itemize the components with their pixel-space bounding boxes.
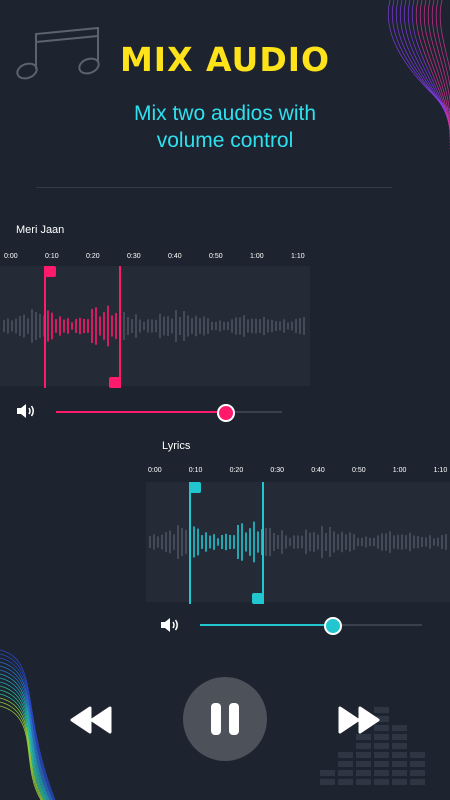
timeline-tick: 0:20 xyxy=(86,253,100,260)
timeline-tick: 1:10 xyxy=(433,467,448,474)
track-1-volume-thumb[interactable] xyxy=(216,404,235,422)
page-subtitle: Mix two audios with volume control xyxy=(0,100,450,154)
trim-start-handle[interactable] xyxy=(45,266,56,277)
page-title: MIX AUDIO xyxy=(119,40,331,79)
pause-icon xyxy=(211,703,239,735)
timeline-tick: 0:40 xyxy=(168,253,182,260)
timeline-tick: 1:00 xyxy=(392,467,407,474)
subtitle-line-2: volume control xyxy=(156,129,294,152)
timeline-tick: 1:10 xyxy=(291,253,305,260)
trim-end-handle[interactable] xyxy=(252,593,263,604)
timeline-tick: 0:20 xyxy=(229,467,244,474)
music-note-icon xyxy=(16,26,100,80)
rewind-button[interactable] xyxy=(68,705,114,735)
track-2-volume-thumb[interactable] xyxy=(324,617,343,635)
track-1-volume-fill xyxy=(56,411,226,413)
trim-start-handle[interactable] xyxy=(190,482,201,493)
track-1-volume-slider[interactable] xyxy=(56,411,282,413)
decorative-wave-top-right xyxy=(388,0,450,149)
timeline-tick: 0:30 xyxy=(127,253,141,260)
track-1-name: Meri Jaan xyxy=(16,224,65,236)
fast-forward-button[interactable] xyxy=(336,705,382,735)
pause-button[interactable] xyxy=(183,677,267,761)
track-1-waveform[interactable] xyxy=(0,266,310,390)
timeline-tick: 0:10 xyxy=(45,253,59,260)
track-1-volume-icon[interactable] xyxy=(16,403,36,419)
timeline-tick: 0:30 xyxy=(270,467,285,474)
timeline-tick: 0:00 xyxy=(4,253,18,260)
track-2-name: Lyrics xyxy=(162,440,191,452)
track-2-volume-fill xyxy=(200,624,334,626)
fast-forward-icon xyxy=(338,706,380,734)
timeline-tick: 1:00 xyxy=(250,253,264,260)
trim-end-handle[interactable] xyxy=(109,377,120,388)
divider xyxy=(36,187,392,188)
rewind-icon xyxy=(70,706,112,734)
timeline-tick: 0:10 xyxy=(188,467,203,474)
timeline-tick: 0:00 xyxy=(148,467,162,474)
timeline-tick: 0:50 xyxy=(352,467,366,474)
subtitle-line-1: Mix two audios with xyxy=(133,102,317,125)
track-2-waveform[interactable] xyxy=(146,482,450,606)
decorative-equalizer xyxy=(320,707,425,785)
timeline-tick: 0:40 xyxy=(311,467,325,474)
track-2-volume-slider[interactable] xyxy=(200,624,422,626)
track-2-volume-icon[interactable] xyxy=(160,617,180,633)
timeline-tick: 0:50 xyxy=(209,253,223,260)
decorative-wave-bottom-left xyxy=(0,649,56,800)
